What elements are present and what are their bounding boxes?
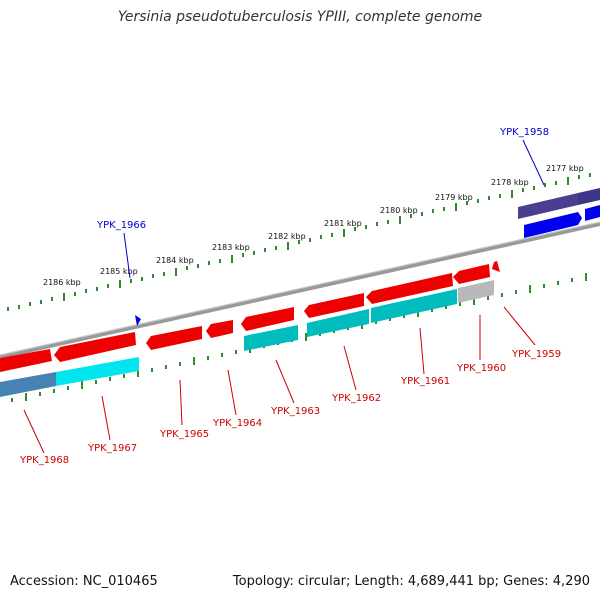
- genome-title: Yersinia pseudotuberculosis YPIII, compl…: [117, 9, 483, 25]
- leader-ypk-1958: [522, 139, 545, 186]
- gene-arrow-ypk-1965[interactable]: [146, 326, 202, 350]
- kbp-label: 2186 kbp: [43, 278, 81, 287]
- gene-label-ypk-1959[interactable]: YPK_1959: [511, 349, 561, 360]
- gene-label-ypk-1964[interactable]: YPK_1964: [212, 418, 262, 429]
- kbp-label: 2184 kbp: [156, 256, 194, 265]
- outer-ruler: [7, 173, 591, 311]
- leader-ypk-1966: [123, 232, 131, 279]
- gene-label-ypk-1960[interactable]: YPK_1960: [456, 363, 506, 374]
- leader-ypk-1962: [343, 345, 357, 391]
- kbp-label: 2181 kbp: [324, 219, 362, 228]
- leader-ypk-1959: [503, 306, 536, 346]
- kbp-label: 2185 kbp: [100, 267, 138, 276]
- leader-ypk-1967: [101, 395, 111, 441]
- gene-arrow-ypk-1960[interactable]: [453, 264, 490, 284]
- leader-ypk-1961: [419, 327, 425, 375]
- kbp-label: 2182 kbp: [268, 232, 306, 241]
- accession-text: Accession: NC_010465: [10, 574, 158, 589]
- gene-label-ypk-1968[interactable]: YPK_1968: [19, 455, 69, 466]
- cds-bar-ypk-1963[interactable]: [244, 325, 298, 351]
- gene-arrow-ypk-1958-upper[interactable]: [518, 193, 578, 219]
- leader-ypk-1964: [227, 369, 237, 416]
- cds-bar-ypk-1961[interactable]: [371, 289, 457, 323]
- gene-arrow-right-lower[interactable]: [585, 205, 600, 221]
- forward-genes: [135, 188, 600, 326]
- gene-label-ypk-1966[interactable]: YPK_1966: [96, 220, 146, 231]
- leader-ypk-1965: [179, 379, 183, 426]
- gene-arrow-ypk-1968[interactable]: [0, 349, 52, 372]
- kbp-scale-labels: 2177 kbp 2178 kbp 2179 kbp 2180 kbp 2181…: [43, 164, 584, 287]
- gene-label-ypk-1965[interactable]: YPK_1965: [159, 429, 209, 440]
- kbp-label: 2177 kbp: [546, 164, 584, 173]
- cds-bar-ypk-1962[interactable]: [307, 309, 369, 337]
- gene-labels: YPK_1958 YPK_1966 YPK_1959 YPK_1960 YPK_…: [19, 127, 561, 466]
- gene-arrow-ypk-1959[interactable]: [492, 261, 500, 272]
- leader-ypk-1968: [23, 409, 45, 454]
- cds-bar-ypk-1960[interactable]: [458, 280, 494, 303]
- genome-backbone-highlight: [0, 221, 600, 356]
- kbp-label: 2183 kbp: [212, 243, 250, 252]
- genome-backbone: [0, 222, 600, 359]
- label-leaders: [23, 139, 545, 454]
- kbp-label: 2179 kbp: [435, 193, 473, 202]
- gene-label-ypk-1958[interactable]: YPK_1958: [499, 127, 549, 138]
- topology-text: Topology: circular; Length: 4,689,441 bp…: [232, 574, 590, 589]
- cds-bar-left[interactable]: [0, 372, 56, 397]
- gene-label-ypk-1962[interactable]: YPK_1962: [331, 393, 381, 404]
- gene-arrow-upper-right[interactable]: [578, 188, 600, 205]
- cds-bar-ypk-1967[interactable]: [56, 357, 139, 386]
- gene-arrow-ypk-1963[interactable]: [241, 307, 294, 331]
- leader-ypk-1963: [275, 359, 295, 404]
- reverse-genes: [0, 261, 500, 372]
- cds-features: [0, 280, 494, 397]
- kbp-label: 2180 kbp: [380, 206, 418, 215]
- gene-label-ypk-1961[interactable]: YPK_1961: [400, 376, 450, 387]
- gene-arrow-ypk-1961[interactable]: [366, 273, 453, 304]
- gene-arrow-ypk-1964[interactable]: [206, 320, 233, 338]
- gene-arrow-ypk-1958-lower[interactable]: [524, 212, 582, 238]
- gene-arrow-ypk-1966[interactable]: [135, 315, 141, 326]
- gene-label-ypk-1963[interactable]: YPK_1963: [270, 406, 320, 417]
- gene-label-ypk-1967[interactable]: YPK_1967: [87, 443, 137, 454]
- kbp-label: 2178 kbp: [491, 178, 529, 187]
- gene-arrow-ypk-1967[interactable]: [54, 332, 136, 362]
- gene-arrow-ypk-1962[interactable]: [304, 293, 364, 318]
